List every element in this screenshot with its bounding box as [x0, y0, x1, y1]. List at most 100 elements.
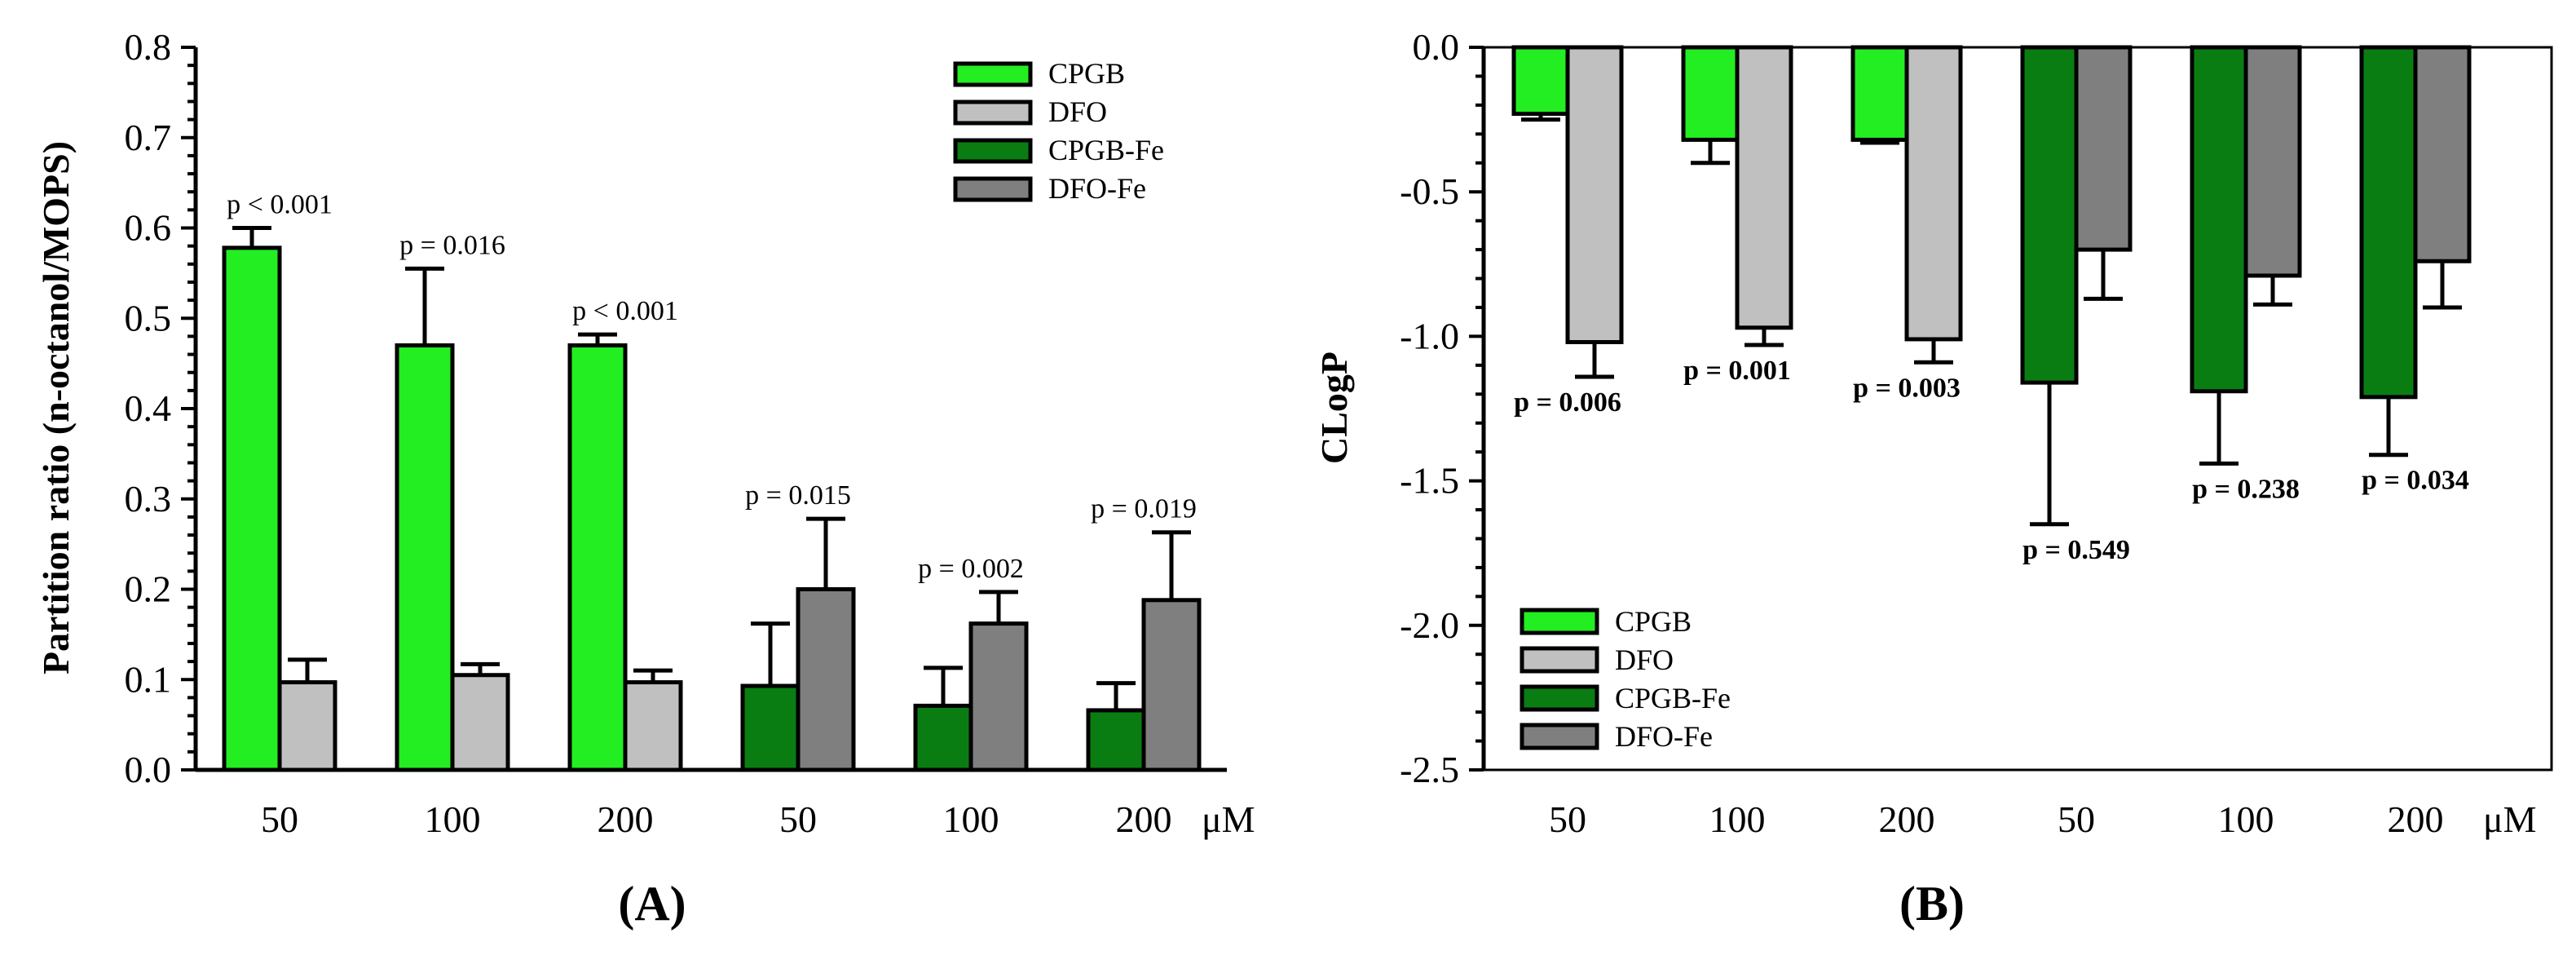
a-y-tick-label: 0.3 — [125, 478, 172, 520]
a-p-value: p = 0.015 — [745, 480, 851, 511]
panel-a-unit-label: μM — [1202, 798, 1255, 840]
b-bar-cpgb-fe — [2020, 45, 2079, 385]
b-y-tick-label: -1.0 — [1400, 315, 1459, 356]
a-y-tick-label: 0.5 — [125, 297, 172, 338]
b-p-value: p = 0.238 — [2192, 474, 2300, 504]
b-bar-dfo-fe — [2243, 45, 2302, 278]
b-x-tick-label: 100 — [1709, 798, 1766, 840]
b-p-value: p = 0.003 — [1853, 373, 1961, 403]
a-legend-swatch-cpgb-fe — [953, 138, 1033, 164]
b-bar-cpgb — [1850, 45, 1909, 142]
panel-a-y-axis-label: Partition ratio (n-octanol/MOPS) — [35, 141, 77, 674]
a-p-value: p < 0.001 — [227, 190, 333, 220]
a-x-tick-label: 100 — [425, 798, 481, 840]
panel-b-error-bars — [1521, 113, 2462, 527]
a-bar-dfo-fe — [968, 621, 1029, 772]
b-bar-dfo — [1735, 45, 1793, 330]
b-bar-cpgb-fe — [2190, 45, 2248, 394]
b-legend-label: DFO — [1615, 643, 1674, 676]
b-p-value: p = 0.034 — [2362, 466, 2469, 496]
b-bar-dfo — [1904, 45, 1963, 342]
b-bar-cpgb — [1681, 45, 1740, 142]
b-x-tick-label: 200 — [2388, 798, 2444, 840]
panel-b-y-axis-label: CLogP — [1313, 352, 1355, 464]
panel-a-bars — [222, 245, 1202, 772]
a-bar-dfo — [277, 680, 337, 772]
a-x-tick-label: 100 — [943, 798, 999, 840]
b-p-value: p = 0.006 — [1514, 387, 1621, 418]
panel-a-x-tick-labels: 50 100 200 50 100 200 — [261, 798, 1172, 840]
a-y-tick-label: 0.2 — [125, 568, 172, 610]
b-y-tick-label: -2.5 — [1400, 749, 1459, 790]
b-legend-label: CPGB — [1615, 605, 1692, 638]
a-legend-label: DFO — [1048, 95, 1107, 128]
b-legend-swatch-cpgb-fe — [1520, 684, 1599, 712]
panel-b-annotations: p = 0.006 p = 0.001 p = 0.003 p = 0.549 p = … — [1514, 356, 2469, 565]
a-bar-dfo — [450, 673, 510, 772]
a-y-tick-label: 0.8 — [125, 26, 172, 68]
a-bar-cpgb-fe — [1086, 708, 1146, 772]
a-bar-dfo — [623, 680, 683, 772]
a-bar-dfo-fe — [796, 587, 856, 772]
panel-a-error-bars — [232, 226, 1191, 710]
b-bar-dfo — [1565, 45, 1624, 344]
b-y-tick-label: -0.5 — [1400, 170, 1459, 212]
panel-a-legend: CPGB DFO CPGB-Fe DFO-Fe — [953, 57, 1164, 205]
panel-a-chart: 0.0 0.1 0.2 0.3 0.4 0.5 0.6 0.7 0.8 p < 0.001 p =… — [35, 26, 1255, 931]
a-x-tick-label: 50 — [261, 798, 298, 840]
panel-b-unit-label: μM — [2483, 798, 2537, 840]
a-bar-cpgb-fe — [913, 703, 973, 772]
panel-b-bars — [1511, 45, 2472, 400]
a-legend-swatch-dfo — [953, 99, 1033, 126]
a-y-tick-label: 0.4 — [125, 387, 172, 429]
a-p-value: p = 0.019 — [1091, 494, 1197, 524]
b-legend-swatch-cpgb — [1520, 608, 1599, 635]
b-legend-swatch-dfo — [1520, 646, 1599, 674]
a-legend-label: DFO-Fe — [1048, 172, 1146, 205]
a-legend-swatch-dfo-fe — [953, 176, 1033, 202]
a-legend-label: CPGB — [1048, 57, 1125, 90]
a-x-tick-label: 200 — [598, 798, 654, 840]
panel-a-y-ticks: 0.0 0.1 0.2 0.3 0.4 0.5 0.6 0.7 0.8 — [125, 26, 196, 790]
a-bar-cpgb — [395, 343, 455, 772]
b-y-tick-label: 0.0 — [1413, 26, 1460, 68]
a-legend-label: CPGB-Fe — [1048, 134, 1164, 166]
a-bar-cpgb-fe — [740, 683, 801, 772]
b-x-tick-label: 50 — [2058, 798, 2095, 840]
a-y-tick-label: 0.6 — [125, 207, 172, 249]
b-x-tick-label: 100 — [2218, 798, 2274, 840]
a-y-tick-label: 0.7 — [125, 117, 172, 158]
b-bar-cpgb-fe — [2359, 45, 2418, 400]
b-legend-label: DFO-Fe — [1615, 720, 1713, 753]
b-p-value: p = 0.549 — [2022, 535, 2130, 565]
b-y-tick-label: -2.0 — [1400, 604, 1459, 646]
panel-b-legend: CPGB DFO CPGB-Fe DFO-Fe — [1520, 605, 1731, 753]
panel-b-x-tick-labels: 50 100 200 50 100 200 — [1549, 798, 2444, 840]
b-legend-swatch-dfo-fe — [1520, 723, 1599, 750]
a-p-value: p = 0.002 — [918, 554, 1024, 584]
panel-b-y-ticks: 0.0 -0.5 -1.0 -1.5 -2.0 -2.5 — [1400, 26, 1484, 790]
a-p-value: p = 0.016 — [399, 230, 505, 260]
a-p-value: p < 0.001 — [572, 296, 678, 326]
b-p-value: p = 0.001 — [1683, 356, 1791, 386]
b-legend-label: CPGB-Fe — [1615, 682, 1731, 714]
a-bar-dfo-fe — [1141, 598, 1202, 772]
panel-a-label: (A) — [618, 877, 686, 931]
a-y-tick-label: 0.0 — [125, 749, 172, 790]
b-x-tick-label: 50 — [1549, 798, 1586, 840]
a-y-tick-label: 0.1 — [125, 658, 172, 700]
panel-a-annotations: p < 0.001 p = 0.016 p < 0.001 p = 0.015 p = … — [227, 190, 1197, 584]
b-bar-dfo-fe — [2413, 45, 2472, 263]
a-bar-cpgb — [222, 245, 282, 772]
b-bar-cpgb — [1511, 45, 1570, 117]
panel-b-label: (B) — [1899, 877, 1965, 931]
b-x-tick-label: 200 — [1879, 798, 1935, 840]
b-y-tick-label: -1.5 — [1400, 460, 1459, 502]
a-x-tick-label: 200 — [1116, 798, 1172, 840]
a-bar-cpgb — [567, 343, 628, 772]
a-legend-swatch-cpgb — [953, 61, 1033, 87]
b-bar-dfo-fe — [2074, 45, 2133, 252]
a-x-tick-label: 50 — [779, 798, 817, 840]
